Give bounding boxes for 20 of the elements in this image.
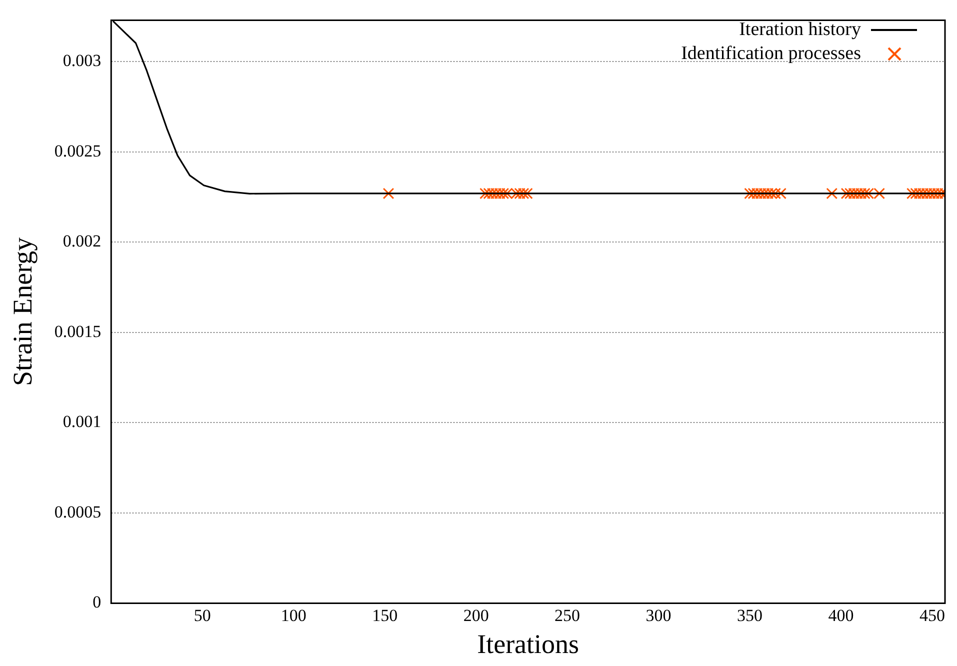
x-axis-title: Iterations bbox=[477, 628, 580, 659]
x-tick-label: 250 bbox=[554, 606, 580, 625]
x-tick-label: 300 bbox=[646, 606, 672, 625]
y-tick-label: 0.0015 bbox=[54, 322, 102, 341]
x-tick-label: 350 bbox=[737, 606, 763, 625]
y-axis-title: Strain Energy bbox=[7, 236, 38, 386]
legend-label: Iteration history bbox=[739, 18, 861, 42]
y-tick-label: 0.001 bbox=[62, 412, 102, 432]
y-tick-label: 0.002 bbox=[62, 232, 102, 251]
legend-label: Identification processes bbox=[681, 42, 861, 66]
y-tick-label: 0.003 bbox=[62, 51, 102, 70]
x-tick-label: 200 bbox=[463, 606, 489, 625]
x-tick-label: 400 bbox=[828, 606, 854, 625]
y-tick-label: 0.0005 bbox=[54, 502, 102, 522]
x-tick-label: 150 bbox=[372, 606, 398, 625]
y-tick-label: 0.0025 bbox=[54, 141, 102, 160]
x-tick-label: 450 bbox=[919, 606, 945, 625]
x-tick-label: 50 bbox=[194, 606, 211, 625]
x-tick-label: 100 bbox=[280, 606, 306, 625]
y-tick-label: 0 bbox=[92, 592, 102, 612]
